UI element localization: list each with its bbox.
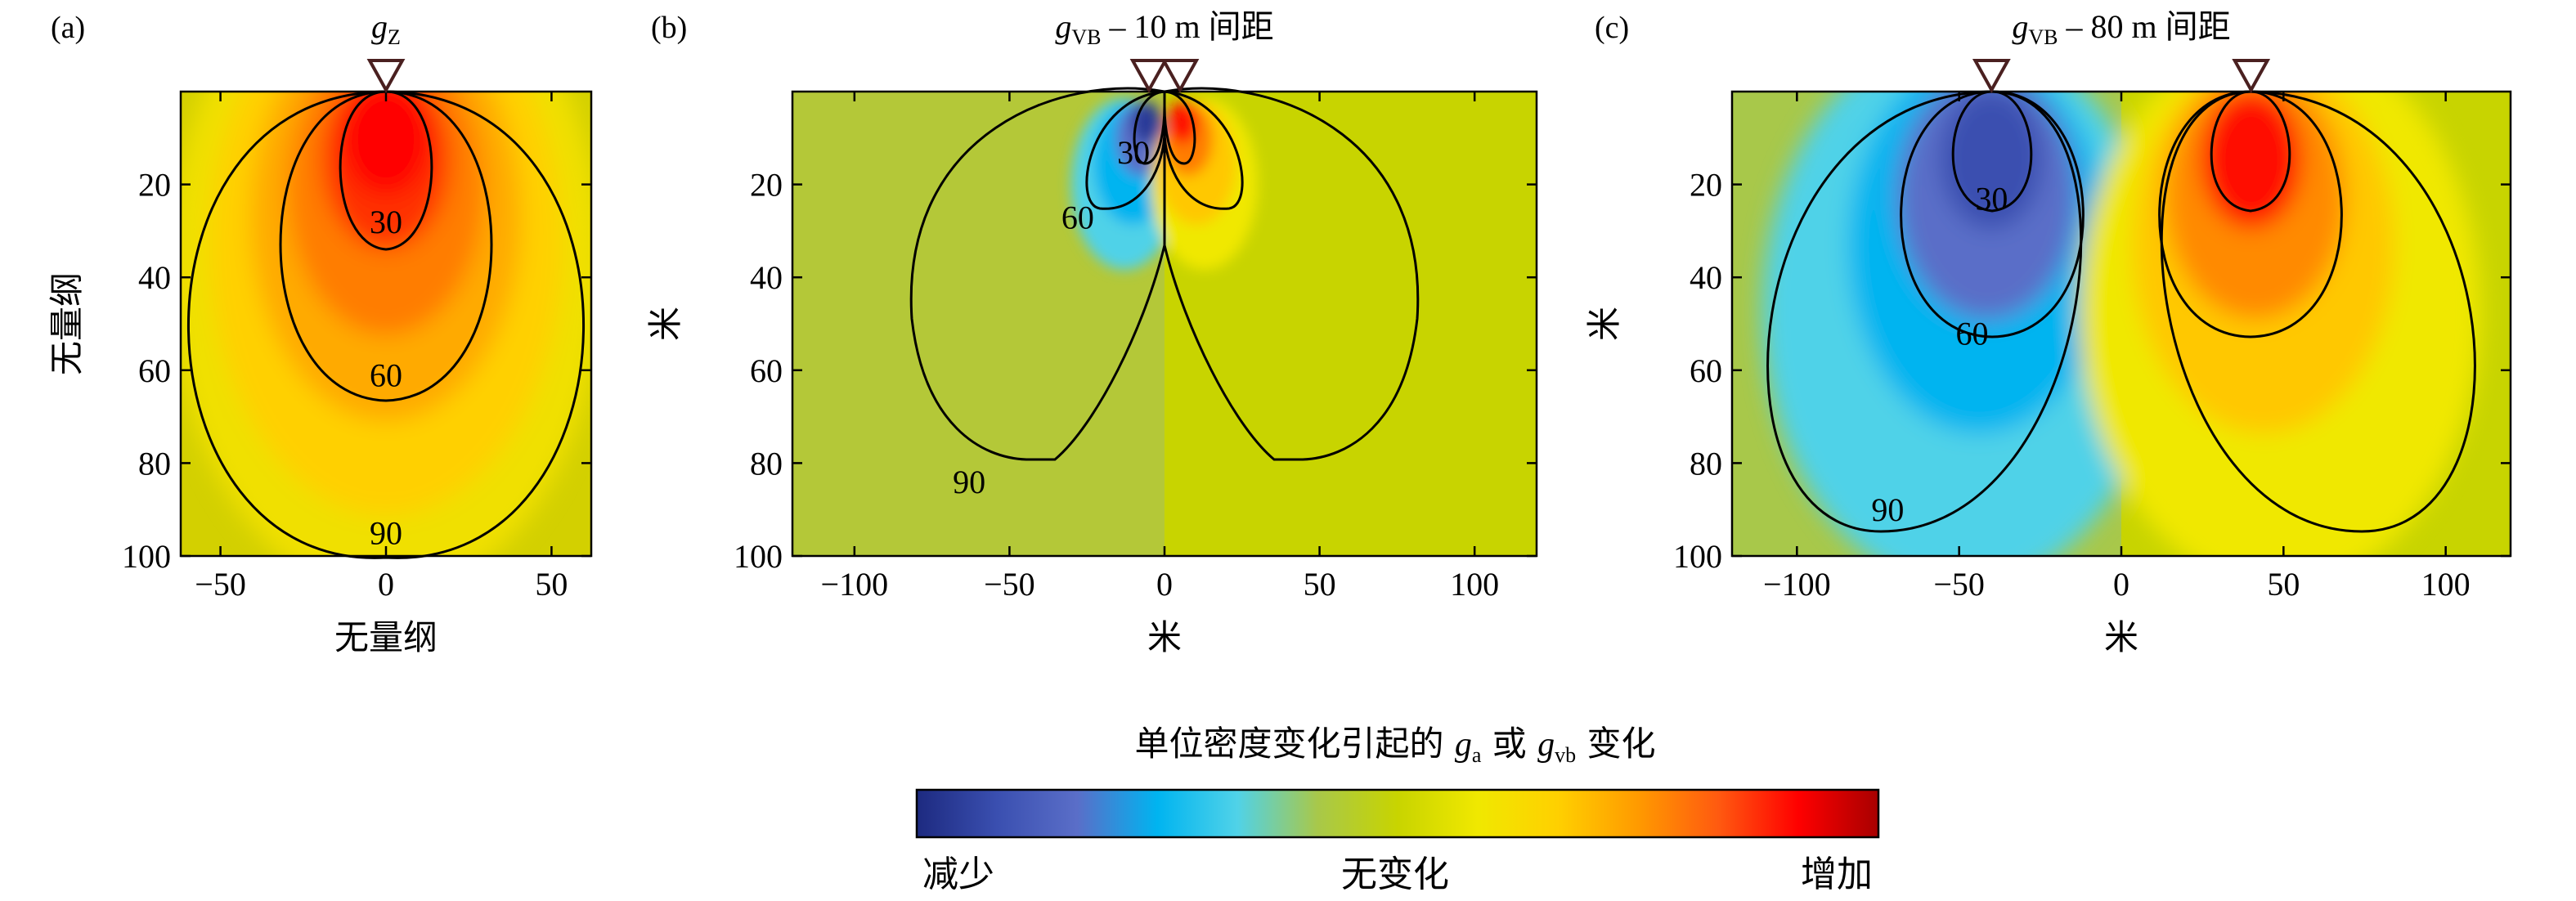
x-tick-label: 50 xyxy=(1304,566,1336,603)
colorbar-ga-sub: a xyxy=(1472,743,1482,767)
heatmap-a xyxy=(181,92,591,556)
colorbar-title-pre: 单位密度变化引起的 xyxy=(1135,724,1455,764)
contour-label: 30 xyxy=(1975,181,2008,217)
y-tick-label: 40 xyxy=(750,259,783,296)
station-marker xyxy=(1129,59,1169,94)
colorbar-title: 单位密度变化引起的 ga 或 gvb 变化 xyxy=(1135,724,1656,767)
panel-title-b: gVB – 10 m 间距 xyxy=(1055,8,1273,49)
station-marker xyxy=(2232,59,2271,94)
colorbar-gvb-main: g xyxy=(1537,726,1555,764)
y-tick-label: 40 xyxy=(138,259,171,296)
contour-label: 90 xyxy=(1871,491,1904,528)
colorbar-title-post: 变化 xyxy=(1576,724,1655,764)
panel-title-c: gVB – 80 m 间距 xyxy=(2012,8,2230,49)
x-tick-label: −50 xyxy=(1933,566,1985,603)
panel-label-c: (c) xyxy=(1595,11,1629,45)
panel-title-c-sub: VB xyxy=(2028,25,2058,49)
y-tick-label: 60 xyxy=(138,352,171,389)
x-tick-label: 100 xyxy=(1450,566,1499,603)
panel-c: (c) gVB – 80 m 间距 −100 −50 xyxy=(1584,8,2512,657)
panel-title-a-sub: Z xyxy=(388,25,401,49)
contours-b xyxy=(909,87,1420,461)
y-tick-label: 100 xyxy=(1673,538,1722,575)
panel-title-a-main: g xyxy=(371,8,388,45)
contour-label: 90 xyxy=(953,464,985,500)
panel-title-c-rest: – 80 m 间距 xyxy=(2058,8,2231,45)
heatmap-c xyxy=(1732,92,2511,556)
x-axis-label-a: 无量纲 xyxy=(334,617,438,657)
y-tick-label: 60 xyxy=(1690,352,1722,389)
y-axis-label-b: 米 xyxy=(645,307,685,341)
panel-a: (a) gZ −50 0 50 20 40 60 80 100 30 60 90 无量纲 无量纲 xyxy=(47,8,593,657)
colorbar-label-center: 无变化 xyxy=(1341,854,1449,895)
contour-label: 90 xyxy=(370,515,402,552)
y-axis-label-a: 无量纲 xyxy=(47,272,87,375)
station-marker xyxy=(1972,59,2011,94)
x-tick-label: 0 xyxy=(2113,566,2129,603)
contours-a xyxy=(187,90,585,559)
contours-c xyxy=(1766,90,2476,533)
panel-title-a: gZ xyxy=(371,8,401,49)
ticks-b: −100 −50 0 50 100 20 40 60 80 100 xyxy=(734,92,1537,603)
ticks-a: −50 0 50 20 40 60 80 100 xyxy=(122,92,591,603)
x-axis-label-c: 米 xyxy=(2104,617,2138,657)
y-tick-label: 60 xyxy=(750,352,783,389)
x-tick-label: 50 xyxy=(2267,566,2300,603)
contour-label: 30 xyxy=(370,204,402,240)
contour-labels-b: 30 60 90 xyxy=(953,134,1150,500)
x-tick-label: 50 xyxy=(535,566,568,603)
y-tick-label: 100 xyxy=(734,538,783,575)
station-marker xyxy=(1160,59,1200,94)
colorbar-mid: 或 xyxy=(1481,724,1537,764)
panel-title-c-main: g xyxy=(2012,8,2028,45)
x-tick-label: 100 xyxy=(2421,566,2471,603)
station-marker xyxy=(366,59,406,94)
y-tick-label: 80 xyxy=(750,445,783,482)
x-tick-label: −50 xyxy=(195,566,246,603)
stations-a xyxy=(366,59,406,94)
colorbar-gradient xyxy=(915,788,1880,839)
x-axis-label-b: 米 xyxy=(1147,617,1182,657)
x-tick-label: −100 xyxy=(1763,566,1831,603)
colorbar-label-right: 增加 xyxy=(1801,854,1873,895)
ticks-c: −100 −50 0 50 100 20 40 60 80 100 xyxy=(1673,92,2511,603)
panel-title-b-rest: – 10 m 间距 xyxy=(1102,8,1274,45)
x-tick-label: −100 xyxy=(821,566,889,603)
contour-label: 30 xyxy=(1117,134,1150,171)
colorbar-ga-main: g xyxy=(1455,726,1472,764)
contour-label: 60 xyxy=(1061,199,1094,235)
contour-label: 60 xyxy=(1956,315,1989,352)
y-tick-label: 20 xyxy=(1690,167,1722,204)
heatmap-b xyxy=(792,92,1537,556)
x-tick-label: 0 xyxy=(1156,566,1173,603)
panel-title-b-sub: VB xyxy=(1071,25,1101,49)
contour-label: 60 xyxy=(370,356,402,393)
y-tick-label: 20 xyxy=(750,167,783,204)
y-tick-label: 40 xyxy=(1690,259,1722,296)
y-tick-label: 20 xyxy=(138,167,171,204)
x-tick-label: −50 xyxy=(984,566,1035,603)
panel-label-b: (b) xyxy=(651,11,687,45)
y-tick-label: 80 xyxy=(1690,445,1722,482)
panel-title-b-main: g xyxy=(1055,8,1071,45)
panel-b: (b) gVB – 10 m 间距 −100 −50 xyxy=(645,8,1538,657)
colorbar-label-left: 减少 xyxy=(922,854,994,895)
stations-c xyxy=(1972,59,2271,94)
y-axis-label-c: 米 xyxy=(1584,307,1624,341)
panel-label-a: (a) xyxy=(51,11,85,45)
stations-b xyxy=(1129,59,1200,94)
y-tick-label: 80 xyxy=(138,445,171,482)
colorbar-gvb-sub: vb xyxy=(1555,743,1576,767)
x-tick-label: 0 xyxy=(378,566,394,603)
y-tick-label: 100 xyxy=(122,538,171,575)
colorbar: 单位密度变化引起的 ga 或 gvb 变化 减少 无变化 增加 xyxy=(915,724,1880,895)
contour-labels-c: 30 60 90 xyxy=(1871,181,2008,529)
contour-labels-a: 30 60 90 xyxy=(370,204,402,552)
